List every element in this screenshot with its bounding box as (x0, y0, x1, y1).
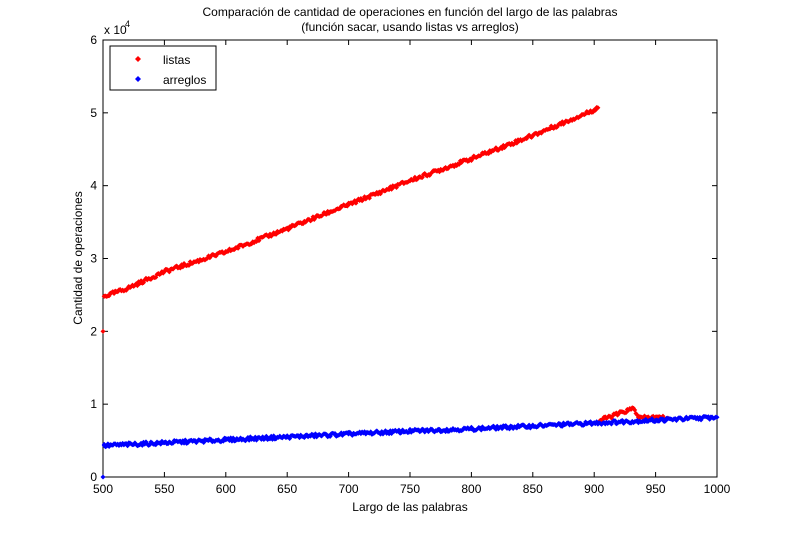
x-tick-label: 700 (339, 482, 359, 496)
legend-box (109, 45, 217, 91)
data-series (100, 104, 720, 480)
x-tick-label: 750 (400, 482, 420, 496)
data-point (100, 328, 106, 334)
x-tick-label: 600 (216, 482, 236, 496)
legend-label-listas: listas (163, 53, 190, 67)
x-tick-label: 900 (584, 482, 604, 496)
legend-marker-listas (135, 56, 141, 62)
x-axis-label: Largo de las palabras (352, 500, 467, 514)
x-tick-label: 550 (154, 482, 174, 496)
series-listas (100, 104, 671, 423)
x-tick-label: 950 (646, 482, 666, 496)
y-tick-label: 0 (90, 470, 97, 484)
y-tick-label: 1 (90, 397, 97, 411)
y-tick-label: 2 (90, 324, 97, 338)
legend-label-arreglos: arreglos (163, 73, 206, 87)
legend: listas arreglos (109, 45, 217, 91)
x-tick-label: 650 (277, 482, 297, 496)
x-tick-label: 1000 (704, 482, 731, 496)
series-arreglos (100, 413, 720, 480)
data-point (100, 474, 106, 480)
y-tick-label: 6 (90, 33, 97, 47)
x-tick-label: 500 (93, 482, 113, 496)
y-tick-label: 3 (90, 252, 97, 266)
series-markers-arreglos (101, 413, 719, 450)
y-tick-label: 5 (90, 106, 97, 120)
chart-title-line-2: (función sacar, usando listas vs arreglo… (301, 20, 518, 34)
y-axis-label: Cantidad de operaciones (71, 191, 85, 324)
y-tick-label: 4 (90, 179, 97, 193)
y-multiplier-exponent: 4 (125, 19, 130, 29)
axis-ticks: 500 550 600 650 700 750 800 850 900 950 1000 0 1 2 3 4 5… (90, 33, 730, 496)
legend-marker-arreglos (135, 76, 141, 82)
y-multiplier: x 10 (104, 23, 127, 37)
x-tick-label: 800 (461, 482, 481, 496)
chart-title-line-1: Comparación de cantidad de operaciones e… (203, 5, 618, 19)
x-tick-label: 850 (523, 482, 543, 496)
